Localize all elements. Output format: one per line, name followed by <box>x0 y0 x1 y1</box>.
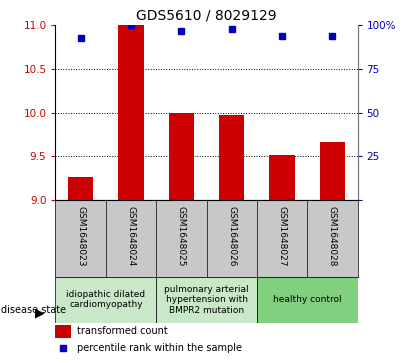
Title: GDS5610 / 8029129: GDS5610 / 8029129 <box>136 9 277 23</box>
Bar <box>169 113 194 200</box>
Text: ▶: ▶ <box>35 306 44 319</box>
Text: disease state: disease state <box>1 305 66 315</box>
Bar <box>68 176 93 200</box>
Text: healthy control: healthy control <box>273 295 342 304</box>
Text: GSM1648027: GSM1648027 <box>277 206 286 267</box>
Bar <box>55 277 156 323</box>
Bar <box>219 115 244 200</box>
Bar <box>270 155 295 200</box>
Bar <box>320 142 345 200</box>
Bar <box>156 277 257 323</box>
Bar <box>55 325 71 338</box>
Text: GSM1648024: GSM1648024 <box>127 206 136 266</box>
Text: GSM1648023: GSM1648023 <box>76 206 85 267</box>
Text: pulmonary arterial
hypertension with
BMPR2 mutation: pulmonary arterial hypertension with BMP… <box>164 285 249 315</box>
Text: GSM1648026: GSM1648026 <box>227 206 236 267</box>
Text: percentile rank within the sample: percentile rank within the sample <box>76 343 242 352</box>
Text: GSM1648028: GSM1648028 <box>328 206 337 267</box>
Text: idiopathic dilated
cardiomyopathy: idiopathic dilated cardiomyopathy <box>66 290 145 310</box>
Text: transformed count: transformed count <box>76 326 167 337</box>
Bar <box>118 25 143 200</box>
Bar <box>257 277 358 323</box>
Text: GSM1648025: GSM1648025 <box>177 206 186 267</box>
